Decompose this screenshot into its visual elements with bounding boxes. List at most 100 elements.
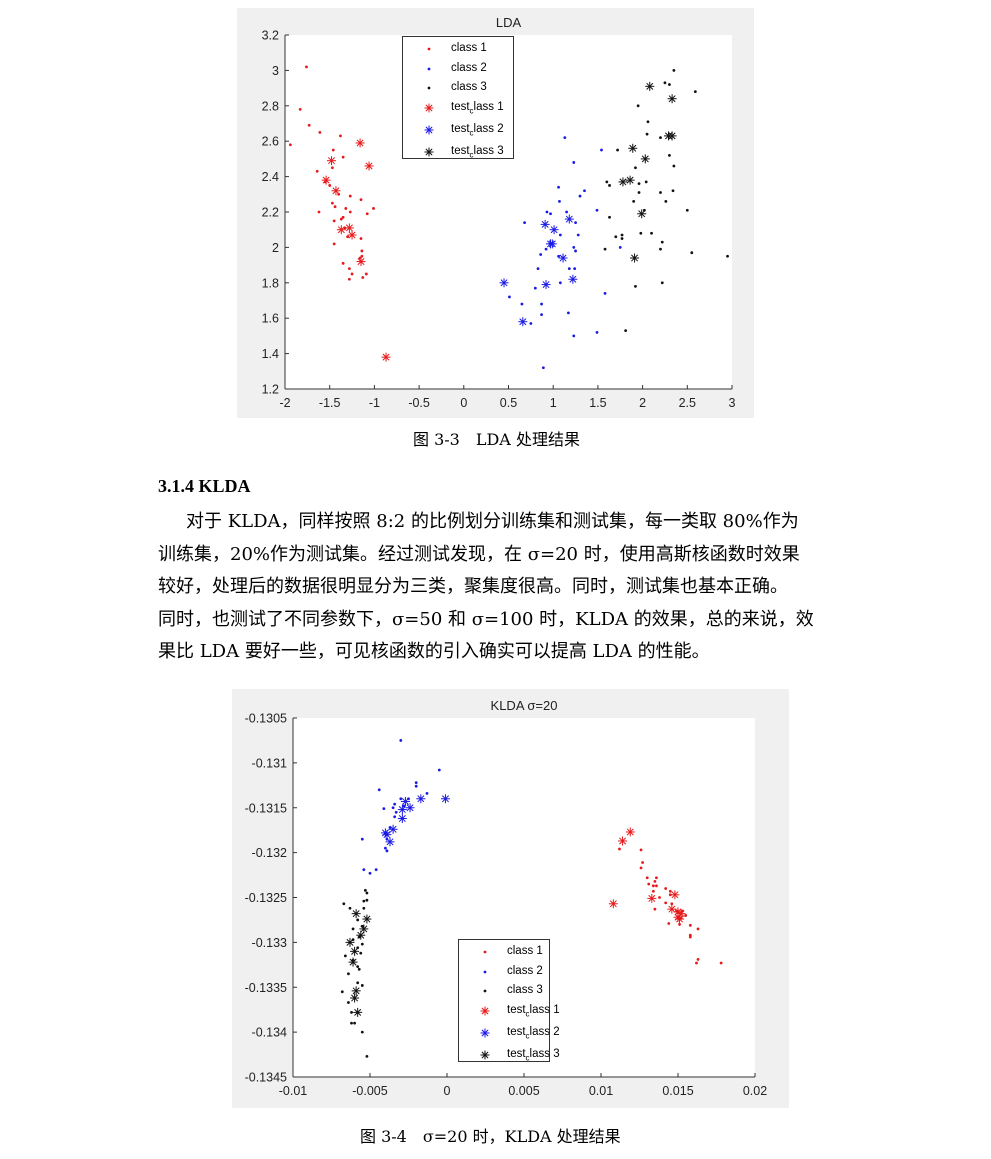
- data-point: [350, 1021, 353, 1025]
- data-point: [634, 166, 637, 170]
- data-point: [685, 208, 689, 212]
- data-point: [664, 901, 668, 905]
- data-point: [616, 148, 619, 152]
- test-data-point: [558, 253, 568, 263]
- data-point: [618, 246, 622, 249]
- test-data-point: [540, 219, 550, 229]
- test-data-point: [547, 239, 557, 249]
- data-point: [332, 242, 336, 246]
- data-point: [357, 967, 361, 971]
- data-point: [347, 1001, 350, 1004]
- legend-item: testclass 2: [403, 120, 513, 142]
- data-point: [391, 806, 395, 810]
- data-point: [328, 184, 332, 187]
- test-data-point: [359, 924, 369, 934]
- legend-label: testclass 2: [507, 1025, 560, 1040]
- data-point: [678, 923, 681, 926]
- test-data-point: [416, 794, 426, 804]
- x-tick-label: 3: [729, 396, 736, 410]
- data-point: [659, 191, 662, 194]
- data-point: [356, 965, 360, 969]
- y-tick-label: 2.4: [262, 170, 279, 184]
- data-point: [647, 882, 651, 886]
- legend-label: testclass 1: [507, 1003, 560, 1018]
- data-point: [359, 237, 363, 240]
- series-class-1: [618, 847, 723, 965]
- data-point: [437, 768, 441, 772]
- data-point: [384, 846, 387, 850]
- test-data-point: [351, 986, 361, 996]
- data-point: [414, 784, 418, 788]
- legend-label: class 1: [507, 945, 543, 957]
- data-point: [565, 210, 569, 214]
- dot-marker-icon: [427, 47, 431, 51]
- test-data-point: [351, 909, 361, 919]
- legend-item: class 1: [459, 942, 549, 962]
- data-point: [557, 254, 560, 258]
- data-point: [645, 132, 649, 136]
- legend-item: class 3: [403, 78, 513, 98]
- test-data-point: [640, 154, 650, 164]
- section-heading: 3.1.4 KLDA: [158, 476, 251, 496]
- data-point: [350, 1010, 353, 1014]
- test-data-point: [397, 805, 407, 815]
- y-tick-label: 2.6: [262, 135, 279, 149]
- x-tick-label: -0.5: [408, 396, 430, 410]
- data-point: [670, 902, 674, 906]
- data-point: [350, 272, 354, 276]
- y-tick-label: 2: [272, 241, 279, 255]
- data-point: [655, 884, 658, 888]
- legend-item: testclass 3: [403, 142, 513, 164]
- data-point: [360, 984, 364, 987]
- x-tick-label: 0.015: [662, 1084, 693, 1098]
- data-point: [653, 879, 657, 883]
- x-tick-label: 0: [444, 1084, 451, 1098]
- asterisk-marker-icon: [480, 1006, 490, 1015]
- data-point: [333, 205, 337, 209]
- dot-marker-icon: [427, 67, 431, 70]
- data-point: [668, 83, 671, 86]
- legend-label: testclass 2: [451, 122, 504, 137]
- data-point: [399, 739, 403, 742]
- data-point: [641, 861, 644, 864]
- data-point: [620, 237, 624, 240]
- data-point: [377, 788, 381, 792]
- data-point: [576, 233, 580, 237]
- legend-label: testclass 1: [451, 100, 504, 115]
- x-tick-label: 1.5: [589, 396, 606, 410]
- data-point: [563, 136, 567, 140]
- data-point: [385, 849, 389, 853]
- data-point: [608, 215, 611, 219]
- x-tick-label: -0.01: [279, 1084, 308, 1098]
- data-point: [342, 902, 346, 906]
- data-point: [659, 247, 662, 251]
- data-point: [646, 120, 650, 124]
- y-tick-label: -0.1335: [245, 981, 287, 995]
- data-point: [414, 781, 418, 785]
- data-point: [684, 914, 688, 917]
- legend-item: testclass 3: [459, 1045, 560, 1067]
- data-point: [318, 130, 322, 134]
- legend-label: testclass 3: [451, 144, 504, 159]
- data-point: [637, 191, 641, 194]
- test-data-point: [630, 253, 640, 263]
- y-tick-label: 1.2: [262, 383, 279, 397]
- data-point: [667, 922, 671, 925]
- data-point: [660, 240, 664, 244]
- data-point: [362, 868, 366, 872]
- data-point: [693, 90, 697, 94]
- figure-caption: 图 3-3 LDA 处理结果: [413, 430, 580, 449]
- data-point: [672, 69, 676, 72]
- x-tick-label: 0.01: [589, 1084, 613, 1098]
- data-point: [298, 107, 302, 111]
- paragraph-line: 较好，处理后的数据很明显分为三类，聚集度很高。同时，测试集也基本正确。: [158, 576, 788, 597]
- data-point: [540, 302, 543, 306]
- y-tick-label: 1.4: [262, 347, 279, 361]
- test-data-point: [400, 796, 410, 806]
- asterisk-marker-icon: [480, 1028, 490, 1037]
- data-point: [645, 876, 649, 880]
- test-data-point: [381, 352, 391, 362]
- y-tick-label: -0.133: [252, 936, 287, 950]
- data-point: [340, 990, 344, 994]
- test-data-point: [549, 225, 559, 235]
